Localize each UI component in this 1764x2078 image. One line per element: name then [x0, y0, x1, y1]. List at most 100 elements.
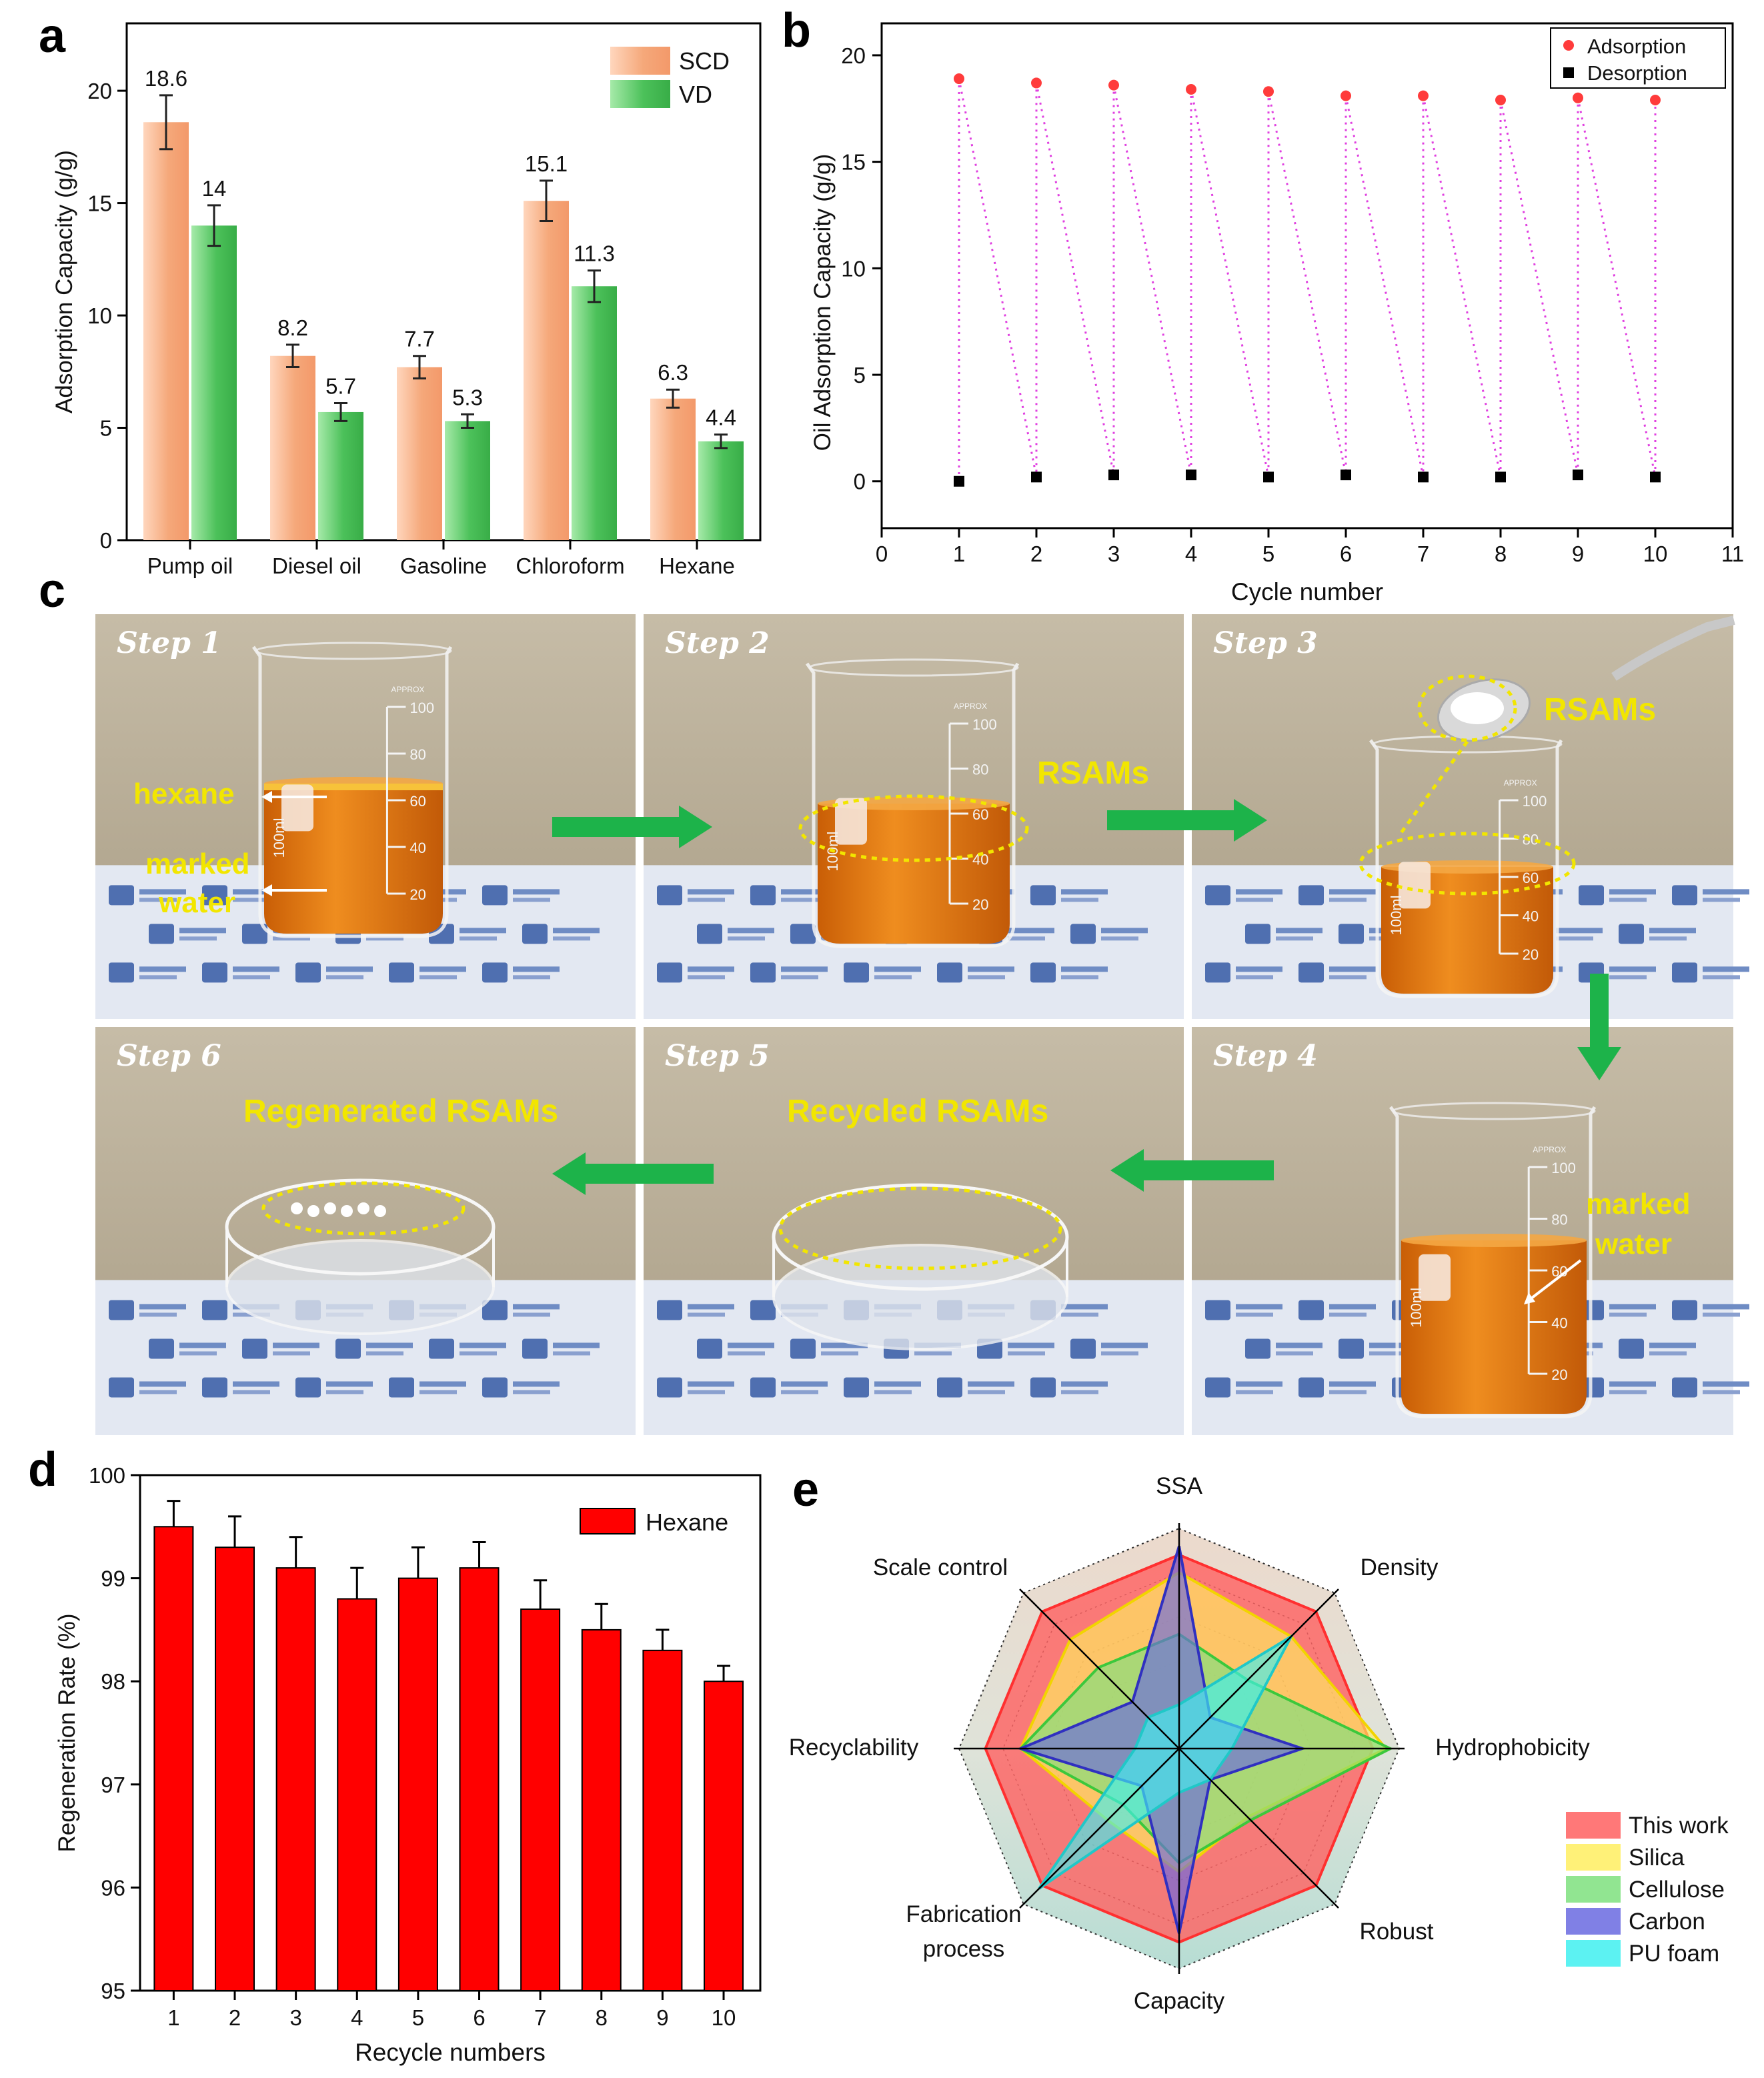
y-tick-label: 5 [100, 416, 112, 441]
logo-text-line [1649, 1342, 1696, 1348]
volume-label: 100ml [271, 818, 287, 858]
logo-text-line [874, 966, 921, 972]
point-desorption [1650, 471, 1661, 483]
label-water: water [1595, 1228, 1672, 1260]
logo-text-line [1101, 1351, 1138, 1356]
x-tick-label: Gasoline [400, 554, 487, 578]
logo-mark [482, 1300, 508, 1320]
bar-scd [524, 201, 569, 540]
logo-mark [1672, 1300, 1697, 1320]
scale-number: 60 [972, 806, 988, 823]
logo-text-line [1008, 1351, 1045, 1356]
logo-text-line [1236, 898, 1273, 902]
logo-text-line [366, 1342, 413, 1348]
bar-scd [650, 398, 696, 540]
logo-mark [202, 1377, 227, 1398]
logo-text-line [688, 1390, 725, 1394]
logo-mark [1030, 1377, 1056, 1398]
logo-mark [657, 962, 682, 983]
logo-mark [109, 885, 134, 906]
x-tick-label: Diesel oil [272, 554, 361, 578]
logo-text-line [1061, 966, 1108, 972]
logo-mark [1298, 1377, 1324, 1398]
radar-axis-label: Robust [1360, 1919, 1434, 1945]
x-tick-label: 10 [712, 2005, 736, 2030]
logo-text-line [513, 1312, 550, 1317]
scale-number: 80 [1551, 1212, 1567, 1228]
x-tick-label: Hexane [659, 554, 735, 578]
x-tick-label: 9 [656, 2005, 668, 2030]
rsam-piece [341, 1205, 353, 1217]
logo-mark [1070, 924, 1096, 944]
beaker-rim [255, 642, 452, 660]
logo-text-line [460, 1342, 506, 1348]
y-tick-label: 5 [854, 363, 866, 387]
step-label: Step 4 [1213, 1039, 1318, 1073]
logo-text-line [1609, 1390, 1647, 1394]
legend-swatch-carbon [1566, 1908, 1621, 1935]
logo-text-line [1061, 1304, 1108, 1310]
bar-hexane [520, 1608, 561, 1991]
x-tick-label: 3 [289, 2005, 301, 2030]
x-tick-label: 5 [1262, 542, 1274, 566]
logo-text-line [1276, 928, 1322, 934]
logo-text-line [688, 966, 734, 972]
bar-hexane [215, 1546, 255, 1991]
bar-hexane [397, 1577, 438, 1992]
legend-label-cellulose: Cellulose [1629, 1877, 1725, 1903]
logo-mark [109, 962, 134, 983]
logo-mark [1298, 885, 1324, 906]
bar-vd [318, 411, 363, 540]
arrow-head [261, 791, 272, 803]
dish-bottom [772, 1244, 1068, 1350]
volume-label: 100ml [1388, 895, 1405, 935]
logo-text-line [1236, 1381, 1282, 1387]
logo-mark [790, 1338, 816, 1359]
x-tick-label: 4 [1185, 542, 1197, 566]
radar-axis-label: Hydrophobicity [1435, 1735, 1590, 1761]
logo-text-line [1609, 1304, 1656, 1310]
logo-text-line [1703, 1381, 1749, 1387]
highlight-ellipse [798, 794, 1029, 862]
x-tick-label: 8 [1495, 542, 1507, 566]
label-regenerated-rsams: Regenerated RSAMs [243, 1094, 558, 1129]
logo-mark [1205, 962, 1230, 983]
logo-text-line [1236, 1390, 1273, 1394]
radar-axis-label: process [923, 1936, 1005, 1962]
label-marked: marked [145, 848, 250, 880]
scale-number: 100 [409, 700, 434, 716]
beaker-glass [1389, 1106, 1597, 1418]
legend-swatch-this-work [1566, 1812, 1621, 1839]
logo-mark [1619, 1338, 1644, 1359]
logo-text-line [233, 889, 279, 895]
logo-text-line [688, 1312, 725, 1317]
logo-mark [202, 962, 227, 983]
logo-text-line [1609, 898, 1647, 902]
petri-dish [772, 1183, 1069, 1350]
x-axis-label: Cycle number [1231, 578, 1383, 606]
scale-number: 40 [1523, 908, 1539, 925]
logo-mark [242, 924, 267, 944]
panel-label-c: c [39, 564, 65, 618]
logo-text-line [273, 1342, 319, 1348]
logo-text-line [1101, 928, 1148, 934]
logo-text-line [1236, 975, 1273, 980]
panel-label-b: b [782, 4, 811, 57]
radar-axis-label: Fabrication [906, 1901, 1021, 1927]
dish-bottom [225, 1239, 495, 1335]
logo-text-line [179, 936, 217, 941]
rsam-piece [291, 1202, 303, 1214]
radar-axis-label: Recyclability [789, 1735, 919, 1761]
logo-text-line [233, 975, 270, 980]
logo-text-line [139, 966, 186, 972]
logo-mark [657, 1300, 682, 1320]
panel-label-a: a [39, 9, 66, 63]
legend-label-pu-foam: PU foam [1629, 1941, 1719, 1967]
x-tick-label: 10 [1643, 542, 1668, 566]
label-marked: marked [1586, 1188, 1691, 1220]
logo-mark [109, 1377, 134, 1398]
bar-vd [698, 441, 744, 540]
scale-number: 20 [1551, 1366, 1567, 1383]
bar-vd [445, 421, 490, 540]
